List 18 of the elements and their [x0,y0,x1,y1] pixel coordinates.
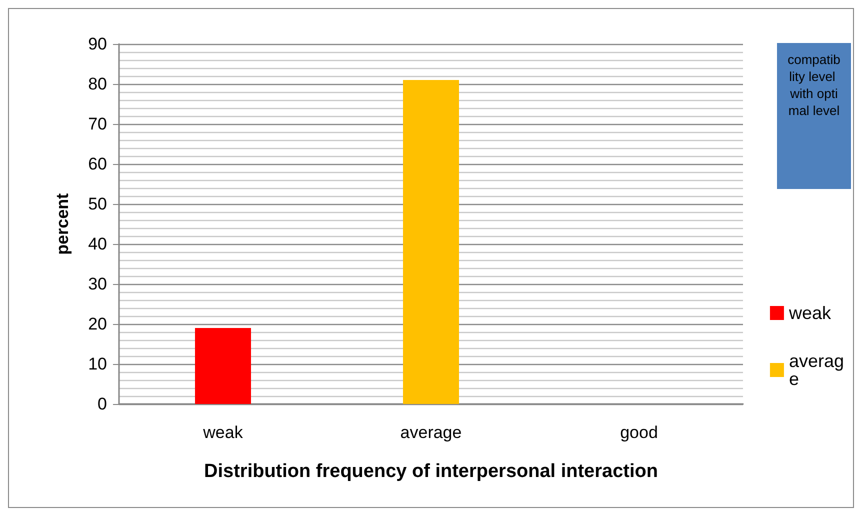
x-axis-title: Distribution frequency of interpersonal interaction [204,461,658,482]
y-tick-label: 30 [88,274,107,294]
y-tick-label: 80 [88,74,107,94]
legend-title: compatiblity level with optimal level [788,52,840,118]
y-tick-label: 40 [88,234,107,254]
y-tick-label: 20 [88,314,107,334]
y-axis-title: percent [53,192,72,255]
y-tick-label: 90 [88,34,107,54]
y-tick-label: 10 [88,354,107,374]
y-tick-label: 0 [98,394,107,414]
x-tick-label: weak [202,423,244,442]
y-tick-label: 60 [88,154,107,174]
y-tick-label: 50 [88,194,107,214]
x-tick-label: good [620,423,658,442]
legend-label: average [788,351,844,389]
x-tick-label: average [400,423,462,442]
legend-label: weak [788,303,832,323]
y-tick-label: 70 [88,114,107,134]
